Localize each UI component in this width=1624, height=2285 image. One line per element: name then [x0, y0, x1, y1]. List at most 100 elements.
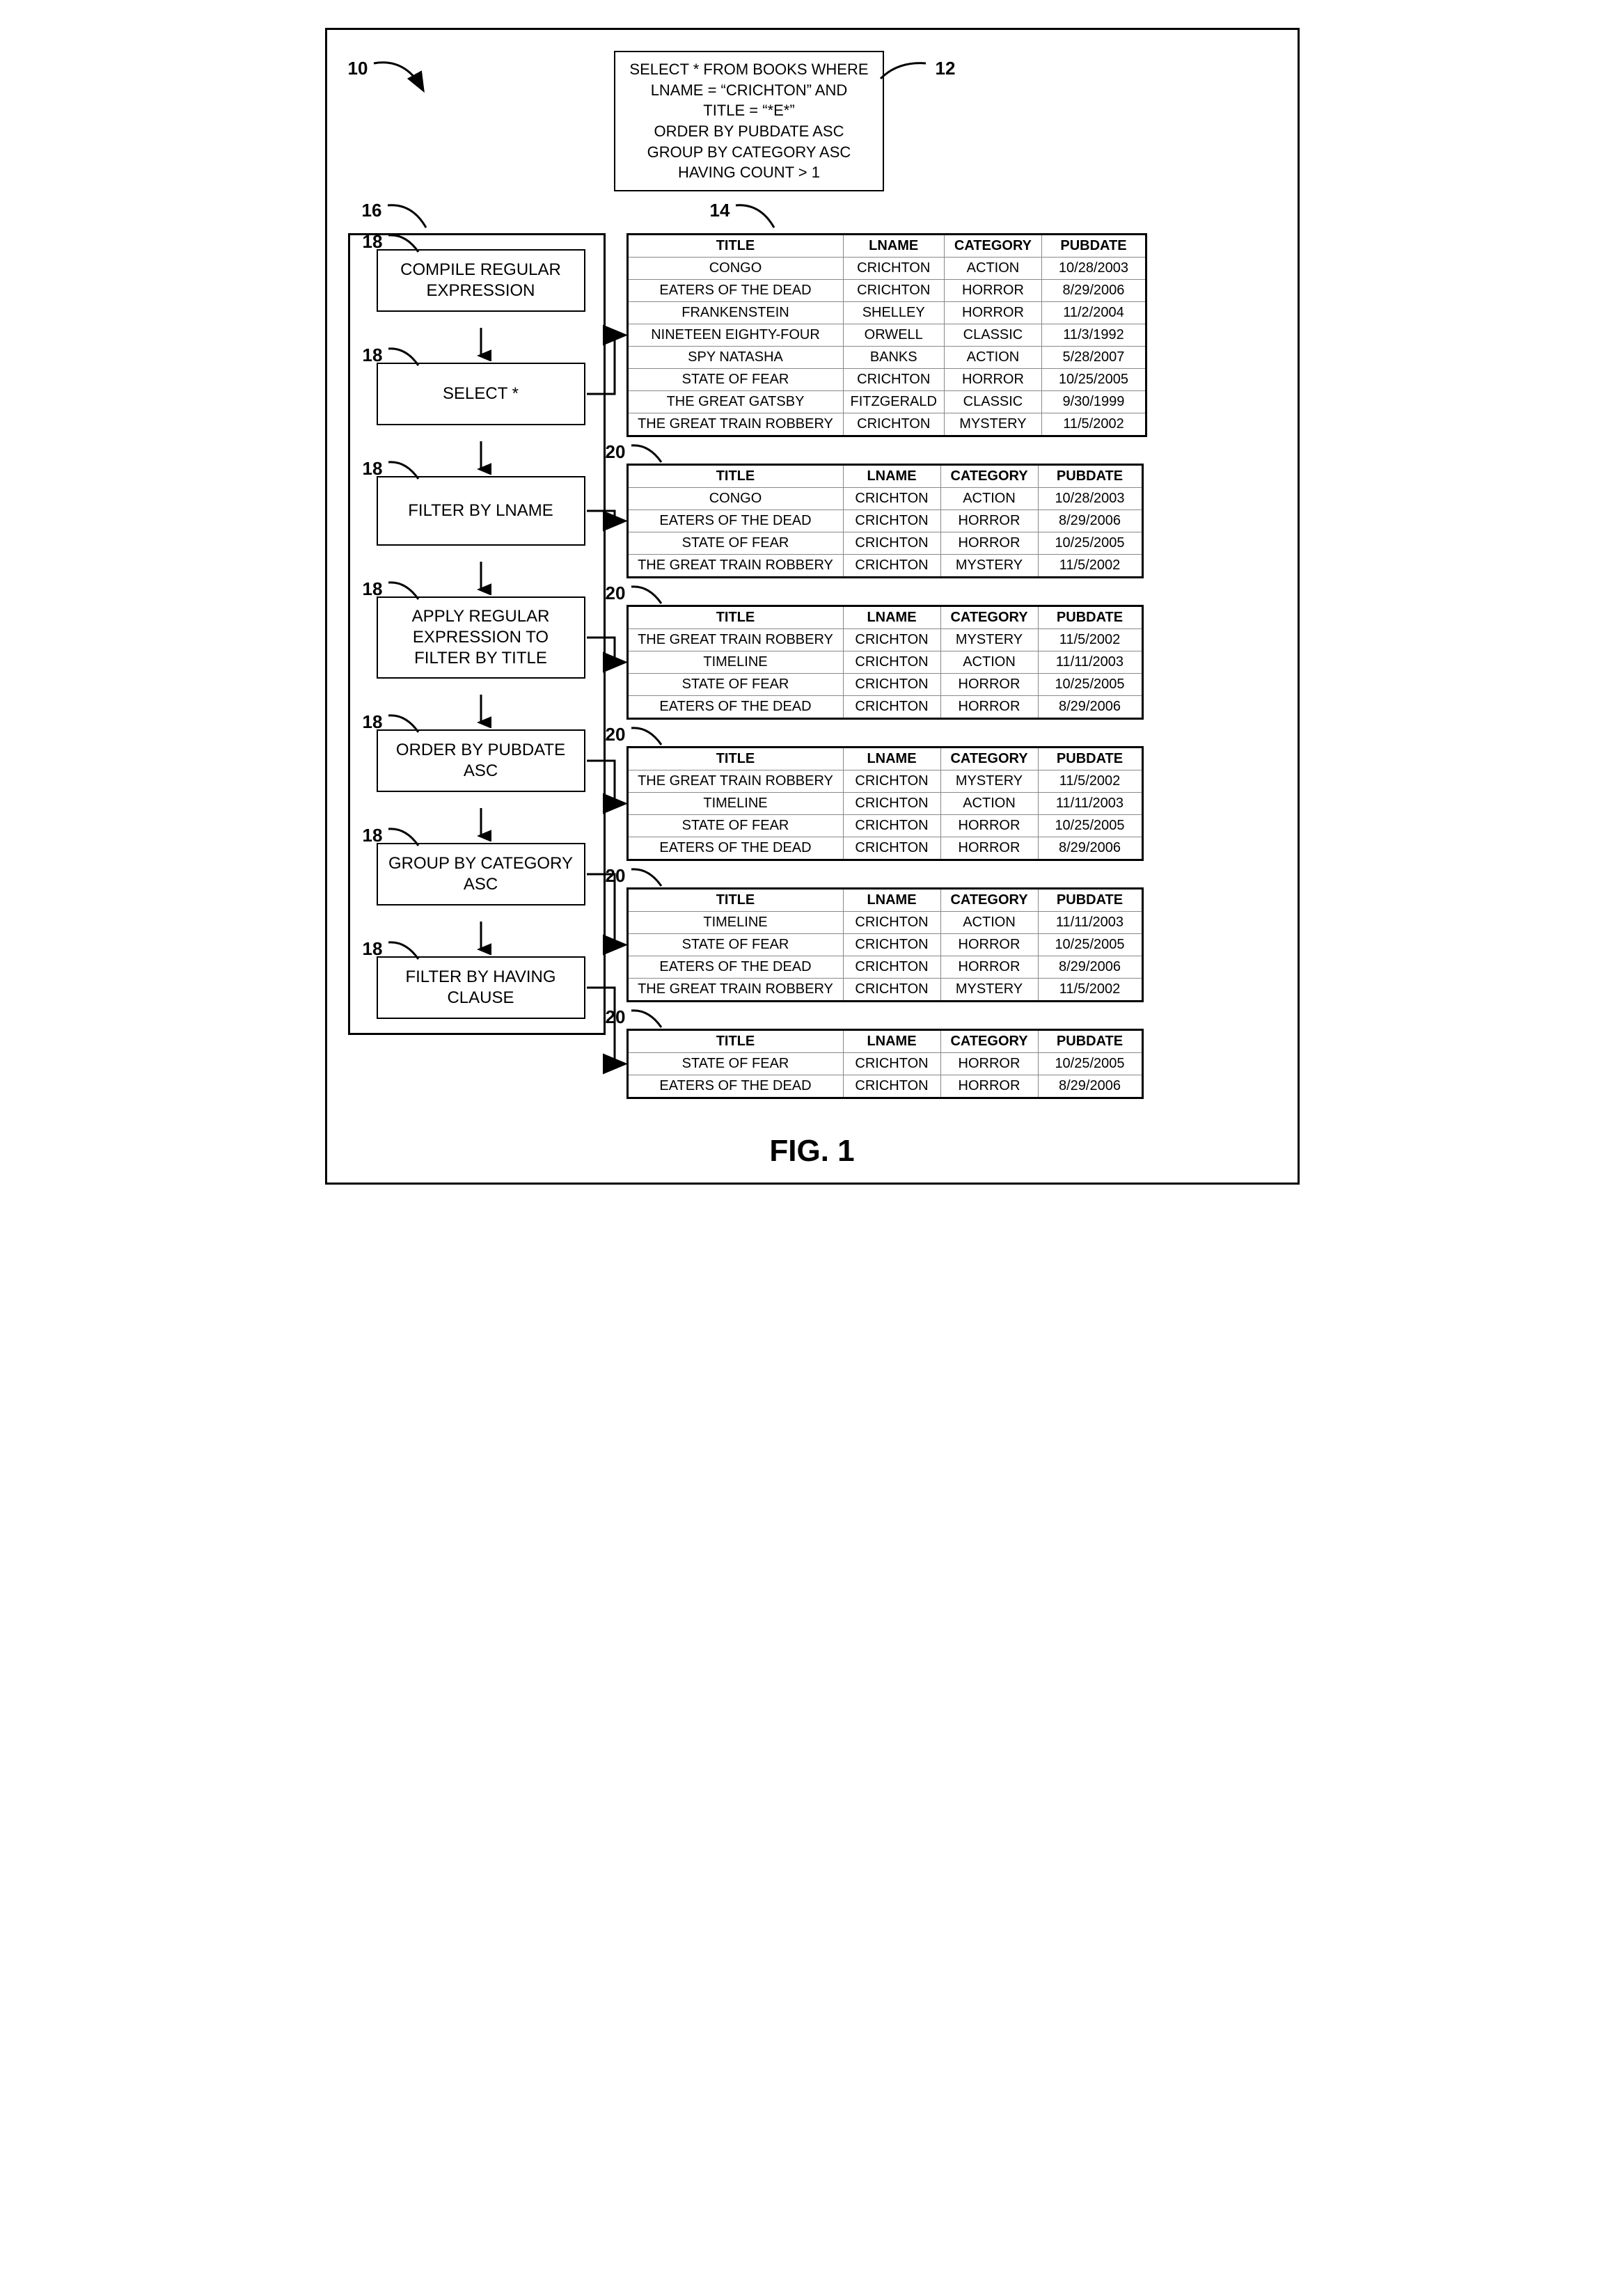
table-block: TITLELNAMECATEGORYPUBDATECONGOCRICHTONAC… [626, 233, 1147, 437]
table-block: 20TITLELNAMECATEGORYPUBDATETHE GREAT TRA… [626, 605, 1147, 720]
table-cell: HORROR [944, 302, 1041, 324]
table-cell: CRICHTON [843, 837, 940, 860]
table-cell: 10/25/2005 [1038, 532, 1142, 555]
table-cell: CLASSIC [944, 324, 1041, 347]
table-row: THE GREAT TRAIN ROBBERYCRICHTONMYSTERY11… [627, 413, 1146, 436]
ref-10: 10 [348, 58, 434, 100]
table-header-cell: PUBDATE [1038, 889, 1142, 912]
table-row: STATE OF FEARCRICHTONHORROR10/25/2005 [627, 815, 1142, 837]
step-box: SELECT * [377, 363, 585, 425]
ref-20: 20 [606, 1006, 667, 1031]
table-cell: ACTION [944, 258, 1041, 280]
ref-18: 18 [363, 231, 424, 255]
table-header-cell: PUBDATE [1038, 1030, 1142, 1053]
lead-line-20 [628, 441, 666, 466]
lead-line-16 [384, 200, 433, 231]
table-cell: NINETEEN EIGHTY-FOUR [627, 324, 843, 347]
table-cell: SHELLEY [843, 302, 944, 324]
table-cell: THE GREAT TRAIN ROBBERY [627, 555, 843, 578]
query-box: SELECT * FROM BOOKS WHERELNAME = “CRICHT… [614, 51, 883, 191]
ref-20: 20 [606, 865, 667, 890]
ref-18-label: 18 [363, 231, 383, 253]
table-cell: THE GREAT TRAIN ROBBERY [627, 413, 843, 436]
lead-line-12 [877, 58, 933, 86]
lead-line-18 [385, 458, 423, 482]
table-row: EATERS OF THE DEADCRICHTONHORROR8/29/200… [627, 280, 1146, 302]
table-row: STATE OF FEARCRICHTONHORROR10/25/2005 [627, 369, 1146, 391]
table-cell: CRICHTON [843, 258, 944, 280]
lead-line-14 [732, 200, 781, 231]
table-row: EATERS OF THE DEADCRICHTONHORROR8/29/200… [627, 696, 1142, 719]
table-row: EATERS OF THE DEADCRICHTONHORROR8/29/200… [627, 510, 1142, 532]
table-cell: HORROR [940, 1053, 1038, 1075]
table-cell: CRICHTON [843, 629, 940, 651]
table-row: CONGOCRICHTONACTION10/28/2003 [627, 258, 1146, 280]
table-cell: CRICHTON [843, 280, 944, 302]
table-header-row: TITLELNAMECATEGORYPUBDATE [627, 235, 1146, 258]
lead-line-20 [628, 1006, 666, 1031]
table-header-cell: TITLE [627, 235, 843, 258]
table-header-row: TITLELNAMECATEGORYPUBDATE [627, 748, 1142, 770]
table-header-row: TITLELNAMECATEGORYPUBDATE [627, 465, 1142, 488]
table-cell: STATE OF FEAR [627, 934, 843, 956]
table-cell: HORROR [944, 280, 1041, 302]
table-cell: 11/5/2002 [1041, 413, 1146, 436]
table-header-row: TITLELNAMECATEGORYPUBDATE [627, 606, 1142, 629]
table-block: 20TITLELNAMECATEGORYPUBDATETHE GREAT TRA… [626, 746, 1147, 861]
ref-12: 12 [877, 58, 956, 86]
table-cell: ACTION [940, 488, 1038, 510]
table-row: STATE OF FEARCRICHTONHORROR10/25/2005 [627, 674, 1142, 696]
table-cell: CRICHTON [843, 510, 940, 532]
table-cell: 10/25/2005 [1041, 369, 1146, 391]
lead-line-18 [385, 578, 423, 603]
table-header-row: TITLELNAMECATEGORYPUBDATE [627, 1030, 1142, 1053]
table-row: TIMELINECRICHTONACTION11/11/2003 [627, 793, 1142, 815]
step-wrapper: 18FILTER BY HAVING CLAUSE [370, 956, 590, 1019]
table-cell: CLASSIC [944, 391, 1041, 413]
table-row: STATE OF FEARCRICHTONHORROR10/25/2005 [627, 532, 1142, 555]
table-header-cell: CATEGORY [940, 889, 1038, 912]
table-cell: FITZGERALD [843, 391, 944, 413]
table-cell: EATERS OF THE DEAD [627, 696, 843, 719]
ref-18-label: 18 [363, 825, 383, 846]
table-cell: 11/11/2003 [1038, 793, 1142, 815]
step-wrapper: 18FILTER BY LNAME [370, 476, 590, 546]
table-header-cell: CATEGORY [940, 606, 1038, 629]
step-wrapper: 18COMPILE REGULAR EXPRESSION [370, 249, 590, 312]
table-cell: CRICHTON [843, 912, 940, 934]
table-cell: EATERS OF THE DEAD [627, 280, 843, 302]
lead-line-18 [385, 345, 423, 369]
table-cell: 10/25/2005 [1038, 674, 1142, 696]
table-header-cell: CATEGORY [940, 748, 1038, 770]
table-cell: HORROR [940, 532, 1038, 555]
table-cell: THE GREAT GATSBY [627, 391, 843, 413]
tables-holder: TITLELNAMECATEGORYPUBDATECONGOCRICHTONAC… [626, 233, 1147, 1099]
ref-18-label: 18 [363, 578, 383, 600]
table-block: 20TITLELNAMECATEGORYPUBDATETIMELINECRICH… [626, 887, 1147, 1002]
ref-18: 18 [363, 345, 424, 369]
table-cell: 8/29/2006 [1038, 1075, 1142, 1098]
table-cell: CRICHTON [843, 651, 940, 674]
table-header-cell: TITLE [627, 1030, 843, 1053]
left-column: 16 18COMPILE REGULAR EXPRESSION18SELECT … [348, 205, 606, 1035]
table-row: THE GREAT TRAIN ROBBERYCRICHTONMYSTERY11… [627, 629, 1142, 651]
table-header-cell: PUBDATE [1038, 465, 1142, 488]
table-row: TIMELINECRICHTONACTION11/11/2003 [627, 651, 1142, 674]
table-cell: 9/30/1999 [1041, 391, 1146, 413]
lead-line-18 [385, 825, 423, 849]
table-cell: 8/29/2006 [1038, 956, 1142, 979]
table-header-cell: TITLE [627, 889, 843, 912]
table-block: 20TITLELNAMECATEGORYPUBDATESTATE OF FEAR… [626, 1029, 1147, 1099]
ref-20: 20 [606, 583, 667, 607]
table-cell: ACTION [940, 651, 1038, 674]
figure-page: 10 SELECT * FROM BOOKS WHERELNAME = “CRI… [325, 28, 1300, 1185]
data-table: TITLELNAMECATEGORYPUBDATETHE GREAT TRAIN… [626, 605, 1144, 720]
table-cell: CRICHTON [843, 532, 940, 555]
step-box: GROUP BY CATEGORY ASC [377, 843, 585, 906]
table-cell: CRICHTON [843, 770, 940, 793]
table-cell: HORROR [940, 956, 1038, 979]
table-header-cell: LNAME [843, 465, 940, 488]
table-cell: 10/25/2005 [1038, 1053, 1142, 1075]
table-cell: 11/5/2002 [1038, 770, 1142, 793]
table-cell: MYSTERY [940, 629, 1038, 651]
